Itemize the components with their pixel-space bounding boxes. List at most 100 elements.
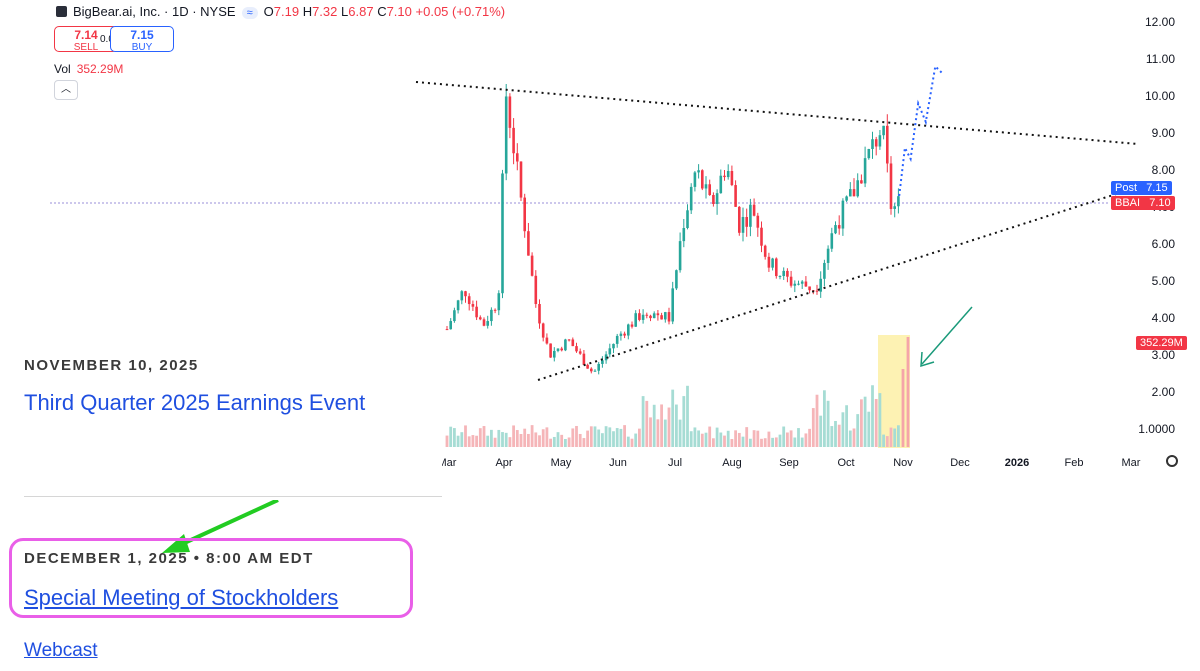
candle-body — [508, 96, 512, 128]
volume-bar — [700, 433, 704, 447]
volume-bar — [749, 438, 752, 447]
price-axis: 12.0011.0010.009.008.007.006.005.004.003… — [1138, 15, 1175, 436]
change-value: +0.05 (+0.71%) — [415, 4, 506, 19]
candle-body — [590, 368, 593, 372]
candle-body — [678, 241, 682, 271]
time-axis: Mar Apr May Jun Jul Aug Sep Oct Nov Dec 2026 Feb Mar — [438, 457, 1141, 469]
x-tick-label: Mar — [438, 457, 457, 469]
volume-bar — [615, 428, 619, 447]
volume-bar — [804, 433, 808, 447]
candle-body — [556, 348, 560, 351]
candle-body — [845, 196, 848, 201]
candle-body — [586, 364, 589, 369]
volume-bar — [874, 398, 878, 447]
candle-body — [475, 306, 478, 318]
candle-body — [601, 360, 604, 364]
sell-label: SELL — [73, 42, 99, 53]
close-label: C — [377, 4, 387, 19]
candle-body — [453, 310, 456, 322]
event2-title-link[interactable]: Special Meeting of Stockholders — [24, 585, 339, 610]
session-mode-icon[interactable]: ≈ — [241, 7, 258, 19]
volume-label: Vol — [54, 62, 71, 76]
volume-bar — [645, 400, 649, 447]
candle-body — [686, 210, 689, 229]
candle-body — [693, 172, 697, 187]
gear-icon[interactable] — [1166, 455, 1178, 467]
y-tick-label: 1.0000 — [1138, 422, 1175, 436]
spread-value: 0.01 — [100, 34, 119, 45]
candle-body — [897, 196, 900, 207]
volume-bar — [652, 404, 656, 447]
volume-bar — [800, 437, 804, 447]
candle-body — [701, 170, 704, 189]
volume-bar — [604, 426, 608, 447]
candle-body — [893, 206, 896, 209]
candle-body — [860, 180, 863, 184]
event1-date: NOVEMBER 10, 2025 — [24, 357, 199, 374]
x-tick-label: Aug — [722, 457, 742, 469]
volume-bar — [675, 404, 678, 447]
candle-body — [800, 281, 804, 284]
candle-body — [615, 335, 619, 344]
candle-body — [815, 290, 819, 292]
volume-bar — [475, 435, 478, 447]
candle-body — [630, 324, 634, 327]
x-tick-label: Jun — [609, 457, 627, 469]
volume-bar — [626, 436, 630, 447]
volume-bar — [515, 430, 519, 447]
candle-body — [841, 200, 845, 229]
volume-bar — [786, 432, 789, 447]
candle-body — [767, 256, 771, 268]
candle-body — [660, 315, 663, 320]
candle-body — [775, 258, 778, 277]
candle-body — [856, 180, 859, 197]
y-tick-label: 12.00 — [1145, 15, 1175, 29]
candle-body — [493, 309, 497, 311]
buy-button[interactable]: 7.15 BUY — [110, 26, 174, 53]
webcast-link[interactable]: Webcast — [24, 640, 98, 661]
volume-bar — [567, 437, 571, 447]
volume-bar — [552, 436, 556, 447]
volume-bar — [660, 404, 663, 447]
candle-body — [697, 170, 700, 173]
volume-bar — [512, 425, 515, 447]
x-tick-label: 2026 — [1005, 457, 1029, 469]
volume-bar — [589, 426, 593, 447]
volume-bar — [630, 438, 634, 447]
collapse-legend-button[interactable]: ︿ — [54, 80, 78, 100]
symbol-title[interactable]: BigBear.ai, Inc. · 1D · NYSE — [73, 4, 236, 19]
volume-bar — [663, 419, 667, 447]
candle-body — [675, 270, 678, 289]
candle-body — [549, 343, 552, 358]
event1-title-link[interactable]: Third Quarter 2025 Earnings Event — [24, 390, 366, 415]
volume-bar — [671, 389, 675, 447]
upper-trendline — [415, 81, 1139, 145]
y-tick-label: 8.00 — [1152, 163, 1176, 177]
candle-body — [534, 275, 538, 305]
volume-bar — [708, 426, 712, 447]
y-tick-label: 5.00 — [1152, 274, 1176, 288]
volume-bar — [741, 436, 745, 447]
volume-bar — [715, 427, 719, 447]
candles — [445, 84, 900, 375]
candle-body — [704, 184, 708, 189]
x-tick-label: Apr — [495, 457, 512, 469]
volume-bar — [556, 432, 560, 447]
volume-bar — [490, 429, 493, 447]
volume-bar — [482, 426, 486, 447]
candle-body — [490, 309, 493, 322]
candle-body — [715, 193, 719, 205]
volume-bar — [830, 426, 834, 447]
candle-body — [612, 343, 615, 349]
candle-body — [689, 186, 693, 211]
volume-bar — [889, 427, 893, 447]
volume-bar — [689, 431, 693, 447]
candle-body — [708, 184, 711, 195]
candle-body — [464, 291, 467, 297]
volume-bar — [541, 429, 545, 447]
post-value: 7.15 — [1146, 182, 1168, 194]
candle-body — [519, 161, 523, 198]
volume-bar — [815, 394, 819, 447]
candle-body — [863, 158, 867, 184]
